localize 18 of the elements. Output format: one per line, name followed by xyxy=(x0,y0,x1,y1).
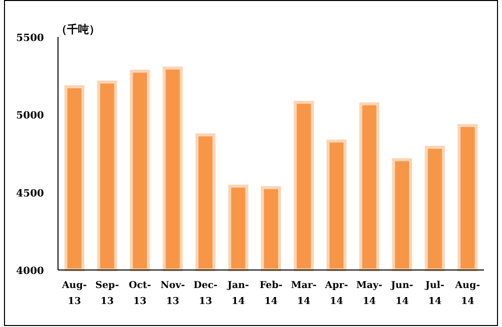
x-tick-label: Aug-14 xyxy=(454,280,480,307)
x-tick-label: Apr-14 xyxy=(324,280,348,307)
x-tick-label: Nov-13 xyxy=(160,280,185,307)
x-tick-label: Mar-14 xyxy=(290,280,317,307)
x-tick-label: Dec-13 xyxy=(193,280,218,307)
x-tick-label: Jul-14 xyxy=(424,280,444,307)
x-tick-label: Sep-13 xyxy=(95,280,119,307)
y-tick-label: 4500 xyxy=(16,188,44,200)
y-tick-label: 4000 xyxy=(16,266,44,277)
y-tick-label: 5500 xyxy=(16,33,44,44)
y-tick-label: 5000 xyxy=(16,110,44,122)
x-tick-label: Jun-14 xyxy=(390,280,414,307)
x-tick-label: May-14 xyxy=(356,280,382,307)
x-tick-label: Aug-13 xyxy=(60,280,87,307)
x-tick-label: Oct-13 xyxy=(128,280,152,307)
y-axis-title: （千吨） xyxy=(56,23,100,36)
x-tick-label: Feb-14 xyxy=(260,280,282,307)
x-tick-label: Jan-14 xyxy=(226,280,250,307)
